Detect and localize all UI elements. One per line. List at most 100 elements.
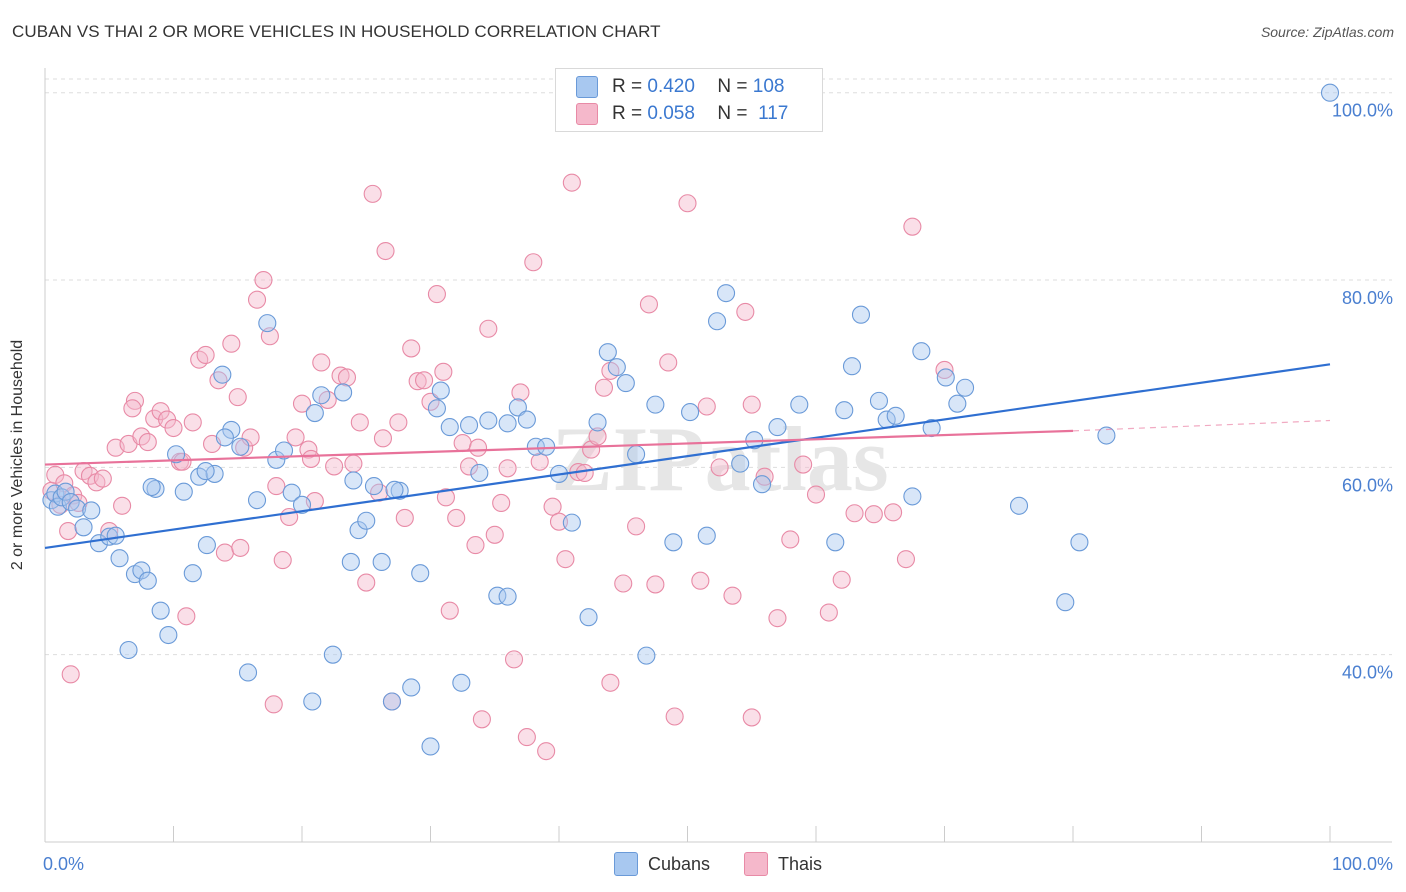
thai-point — [594, 378, 614, 397]
thai-point — [123, 399, 142, 418]
cuban-point — [1009, 496, 1029, 515]
cuban-point — [238, 663, 258, 682]
thai-point — [440, 601, 459, 620]
cuban-point — [183, 564, 202, 583]
cuban-point — [452, 673, 471, 692]
trend-line-thais-extension — [1072, 419, 1331, 432]
cuban-point — [716, 284, 736, 303]
legend-label-cubans: Cubans — [648, 853, 711, 874]
legend-label-thais: Thais — [778, 853, 823, 874]
thai-point — [575, 463, 594, 483]
cuban-point — [303, 692, 322, 711]
thai-point — [264, 695, 283, 714]
thai-point — [453, 433, 472, 453]
cuban-point — [842, 357, 862, 376]
cuban-point — [517, 410, 536, 429]
cuban-point — [106, 526, 125, 545]
legend-swatch-thais — [744, 852, 768, 876]
cuban-point — [508, 398, 527, 417]
axes — [44, 68, 1392, 843]
cuban-point — [681, 403, 700, 422]
thai-point — [665, 707, 684, 726]
thai-point — [421, 392, 440, 411]
cuban-point — [1070, 533, 1089, 552]
cuban-point — [537, 437, 556, 456]
cuban-point — [616, 374, 635, 393]
thai-point — [363, 184, 382, 203]
thai-point — [646, 575, 665, 594]
cuban-point — [222, 420, 241, 439]
thai-point — [61, 665, 80, 684]
cuban-point — [912, 342, 931, 361]
thai-point — [292, 394, 312, 413]
thai-point — [301, 449, 321, 468]
legend-item-cubans: Cubans — [614, 852, 710, 876]
legend-swatch-thais — [576, 103, 598, 125]
thai-point — [601, 673, 620, 692]
thai-point — [819, 603, 838, 622]
cuban-point — [835, 401, 854, 420]
thai-point — [138, 433, 157, 452]
thai-point — [678, 194, 697, 213]
thai-point — [415, 371, 434, 390]
cuban-point — [903, 487, 922, 506]
y-tick-label: 80.0% — [1342, 288, 1393, 308]
cuban-point — [267, 450, 286, 469]
cuban-point — [382, 692, 402, 711]
thai-point — [183, 413, 202, 432]
cuban-point — [752, 475, 772, 494]
thai-point — [549, 512, 569, 531]
cuban-point — [215, 428, 234, 447]
thai-point — [884, 503, 903, 522]
thai-point — [530, 452, 549, 471]
thai-point — [427, 285, 446, 304]
cuban-point — [282, 483, 301, 502]
cuban-point — [68, 499, 87, 518]
thai-point — [408, 372, 427, 391]
thai-point — [742, 395, 761, 414]
cuban-point — [479, 411, 498, 430]
cuban-point — [74, 518, 93, 537]
cuban-point — [372, 552, 391, 572]
thai-point — [241, 428, 260, 447]
cuban-point — [731, 454, 750, 473]
cuban-point — [56, 482, 75, 501]
y-axis-label: 2 or more Vehicles in Household — [9, 339, 26, 571]
cuban-point — [196, 462, 215, 481]
cuban-point — [344, 471, 363, 490]
thai-point — [935, 360, 954, 380]
cuban-point — [110, 549, 129, 568]
thai-point — [177, 607, 196, 626]
thai-point — [190, 350, 209, 369]
thai-point — [466, 536, 485, 555]
thai-point — [434, 362, 453, 381]
cuban-point — [526, 437, 545, 456]
thai-point — [832, 570, 851, 589]
cuban-point — [341, 552, 360, 572]
cuban-point — [82, 501, 101, 520]
cuban-point — [826, 533, 845, 552]
correlation-legend: R = 0.420 N = 108 R = 0.058 N = 117 — [555, 68, 823, 132]
thai-point — [903, 217, 922, 236]
thai-point — [710, 458, 729, 477]
y-tick-label: 60.0% — [1342, 475, 1393, 495]
cuban-point — [357, 511, 376, 530]
cuban-point — [948, 394, 967, 413]
y-tick-labels: 40.0% 60.0% 80.0% 100.0% — [1332, 101, 1393, 683]
cuban-point — [213, 365, 232, 384]
legend-row-thais: R = 0.058 N = 117 — [576, 102, 788, 126]
thai-point — [723, 586, 742, 605]
cuban-point — [498, 414, 517, 433]
legend-r-label: R = — [612, 76, 643, 97]
trend-line-thais — [44, 429, 1074, 466]
thai-point — [350, 413, 369, 432]
legend-swatch-cubans — [576, 76, 598, 98]
cuban-point — [247, 491, 267, 510]
thai-point — [659, 353, 678, 372]
cuban-point — [159, 625, 178, 645]
cuban-point — [708, 312, 727, 331]
cuban-point — [562, 513, 581, 532]
thai-point — [627, 517, 646, 536]
thai-point — [485, 525, 504, 544]
